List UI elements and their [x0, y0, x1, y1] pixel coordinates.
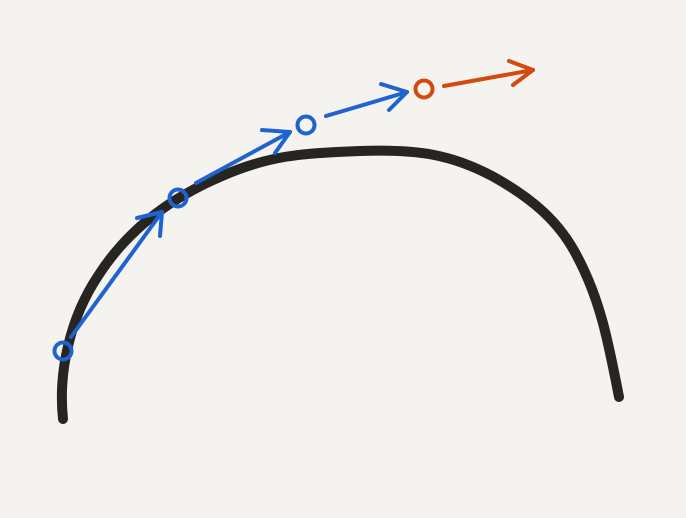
step-arrow-3 [324, 82, 409, 118]
step-point-2 [167, 187, 189, 209]
final-step-arrow [442, 59, 535, 88]
step-arrow-1 [69, 210, 164, 339]
curve-arc [56, 145, 624, 424]
step-point-4 [413, 78, 435, 100]
step-point-1 [52, 340, 74, 362]
step-arrow-2 [194, 128, 292, 185]
step-point-3 [295, 114, 317, 136]
